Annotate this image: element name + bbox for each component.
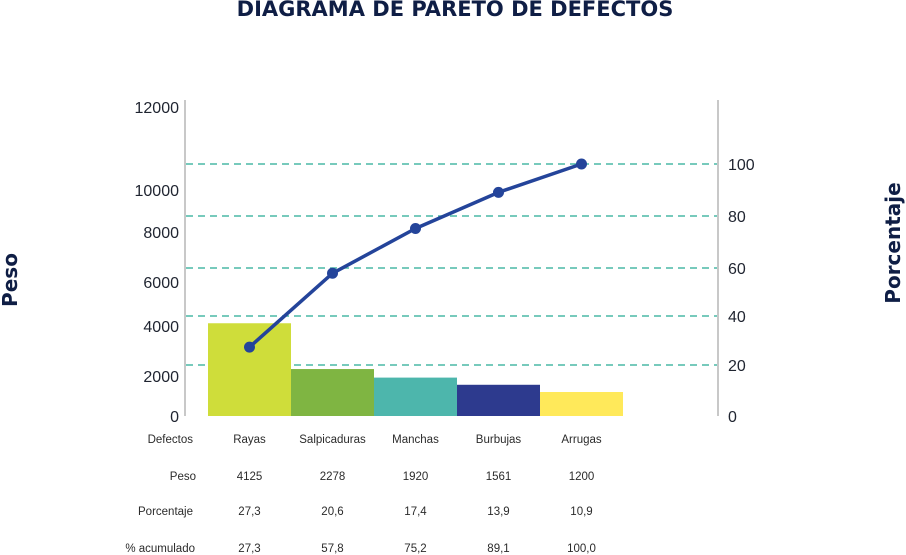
y2-tick-label: 80: [728, 209, 746, 226]
cumulative-polyline: [248, 162, 583, 349]
category-label: Burbujas: [476, 434, 522, 446]
category-label: Rayas: [233, 434, 266, 446]
bar: [457, 384, 540, 416]
table-cell: 10,9: [570, 506, 592, 518]
table-cell: 17,4: [404, 506, 427, 518]
table-cell: 1561: [486, 471, 512, 483]
y-axis-title: Peso: [0, 253, 22, 307]
y-tick-label: 6000: [143, 275, 179, 292]
table-cell: 2278: [320, 471, 346, 483]
table-row-header: Peso: [170, 471, 196, 483]
line-point: [244, 341, 255, 353]
table-cell: 57,8: [321, 543, 343, 555]
y2-tick-label: 20: [728, 358, 746, 375]
chart-title: DIAGRAMA DE PARETO DE DEFECTOS: [237, 0, 674, 21]
category-label: Arrugas: [561, 434, 602, 446]
y2-axis-title: Porcentaje: [881, 182, 905, 303]
table-cell: 27,3: [238, 506, 260, 518]
category-label: Salpicaduras: [299, 434, 366, 446]
line-point: [410, 222, 421, 234]
y-tick-label: 0: [170, 409, 179, 426]
cumulative-line: [244, 158, 587, 353]
bar: [208, 323, 291, 416]
table-cell: 20,6: [321, 506, 343, 518]
y-tick-label: 2000: [143, 369, 179, 386]
category-label: Manchas: [392, 434, 439, 446]
table-cell: 4125: [237, 471, 263, 483]
line-point: [493, 186, 504, 198]
data-table: Defectos Peso Porcentaje % acumulado Rayas Sa…: [125, 434, 602, 555]
y-tick-label: 4000: [143, 319, 179, 336]
y-tick-label: 8000: [143, 225, 179, 242]
y-tick-label: 10000: [135, 183, 180, 200]
bar: [291, 369, 374, 416]
table-cell: 100,0: [567, 543, 596, 555]
bars: [208, 323, 623, 416]
table-cell: 1200: [569, 471, 595, 483]
y-tick-label: 12000: [135, 100, 180, 117]
table-cell: 13,9: [487, 506, 509, 518]
table-row-header: Porcentaje: [138, 506, 193, 518]
y2-tick-label: 0: [728, 409, 737, 426]
table-cell: 89,1: [487, 543, 509, 555]
line-point: [576, 158, 587, 170]
table-row-header: Defectos: [148, 434, 194, 446]
table-cell: 27,3: [238, 543, 260, 555]
line-point: [327, 267, 338, 279]
bar: [374, 377, 457, 416]
table-row-header: % acumulado: [125, 543, 195, 555]
table-cell: 1920: [403, 471, 429, 483]
y2-tick-label: 100: [728, 157, 755, 174]
table-cell: 75,2: [404, 543, 426, 555]
y2-tick-label: 60: [728, 261, 746, 278]
axis-ticks: 0 2000 4000 6000 8000 10000 12000 0 20 40 60 80 100: [135, 100, 755, 426]
bar: [540, 392, 623, 416]
y2-tick-label: 40: [728, 309, 746, 326]
